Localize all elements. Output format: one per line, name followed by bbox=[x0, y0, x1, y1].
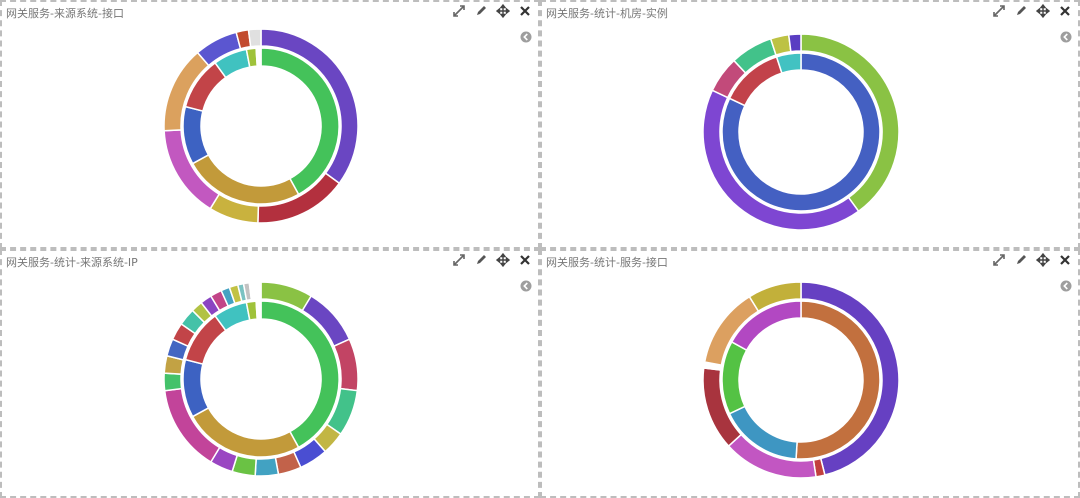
pencil-icon[interactable] bbox=[474, 4, 488, 18]
inner-ring-slice-6[interactable] bbox=[255, 300, 262, 320]
donut-chart bbox=[163, 28, 359, 224]
panel-toolbar bbox=[992, 253, 1072, 267]
inner-ring-slice-3[interactable] bbox=[730, 300, 802, 352]
panel-title: 网关服务-统计-来源系统-IP bbox=[6, 256, 138, 269]
move-icon[interactable] bbox=[496, 4, 510, 18]
inner-ring-slice-6[interactable] bbox=[255, 47, 262, 67]
donut-chart bbox=[702, 281, 900, 479]
close-icon[interactable] bbox=[1058, 253, 1072, 267]
move-icon[interactable] bbox=[1036, 253, 1050, 267]
outer-ring-slice-6[interactable] bbox=[748, 281, 802, 313]
close-icon[interactable] bbox=[518, 4, 532, 18]
collapse-legend-icon[interactable] bbox=[1060, 28, 1072, 43]
donut-chart bbox=[702, 33, 900, 231]
move-icon[interactable] bbox=[1036, 4, 1050, 18]
donut-chart bbox=[163, 281, 359, 477]
panel-title: 网关服务-统计-服务-接口 bbox=[546, 256, 668, 269]
outer-ring-slice-7[interactable] bbox=[247, 28, 262, 48]
close-icon[interactable] bbox=[518, 253, 532, 267]
panel-toolbar bbox=[452, 4, 532, 18]
close-icon[interactable] bbox=[1058, 4, 1072, 18]
expand-icon[interactable] bbox=[452, 4, 466, 18]
outer-ring-slice-11[interactable] bbox=[163, 372, 183, 392]
panel-service-interface: 网关服务-统计-服务-接口 bbox=[540, 249, 1080, 498]
move-icon[interactable] bbox=[496, 253, 510, 267]
panel-datacenter-instance: 网关服务-统计-机房-实例 bbox=[540, 0, 1080, 249]
pencil-icon[interactable] bbox=[474, 253, 488, 267]
panel-title: 网关服务-统计-机房-实例 bbox=[546, 7, 668, 20]
outer-ring-slice-23[interactable] bbox=[248, 281, 262, 301]
pencil-icon[interactable] bbox=[1014, 4, 1028, 18]
collapse-legend-icon[interactable] bbox=[1060, 277, 1072, 292]
outer-ring-slice-5[interactable] bbox=[787, 33, 802, 53]
outer-ring-slice-7[interactable] bbox=[254, 456, 280, 477]
collapse-legend-icon[interactable] bbox=[520, 28, 532, 43]
expand-icon[interactable] bbox=[992, 253, 1006, 267]
expand-icon[interactable] bbox=[992, 4, 1006, 18]
panel-title: 网关服务-来源系统-接口 bbox=[6, 7, 124, 20]
expand-icon[interactable] bbox=[452, 253, 466, 267]
panel-toolbar bbox=[992, 4, 1072, 18]
inner-ring-slice-0[interactable] bbox=[721, 52, 881, 212]
pencil-icon[interactable] bbox=[1014, 253, 1028, 267]
panel-source-system-ip: 网关服务-统计-来源系统-IP bbox=[0, 249, 540, 498]
panel-source-system-interface: 网关服务-来源系统-接口 bbox=[0, 0, 540, 249]
panel-toolbar bbox=[452, 253, 532, 267]
inner-ring-slice-2[interactable] bbox=[721, 340, 748, 415]
collapse-legend-icon[interactable] bbox=[520, 277, 532, 292]
inner-ring-slice-2[interactable] bbox=[775, 52, 802, 74]
